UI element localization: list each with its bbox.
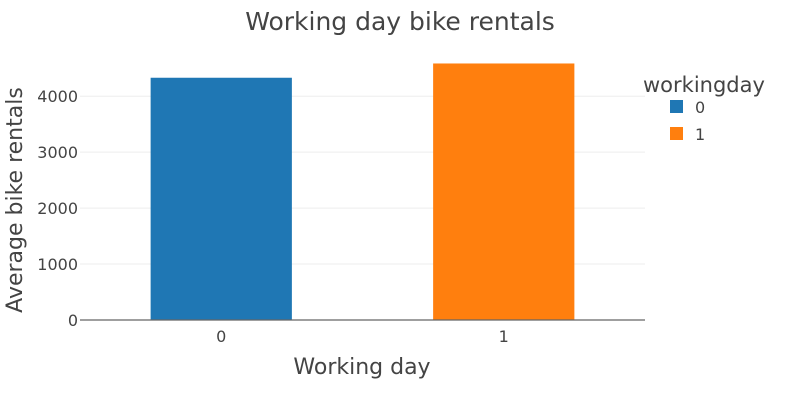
x-axis-title: Working day xyxy=(293,355,430,380)
bar-0[interactable] xyxy=(150,77,292,320)
legend-title: workingday xyxy=(643,73,765,97)
x-tick-label: 1 xyxy=(499,327,509,346)
y-tick-label: 3000 xyxy=(37,143,78,162)
y-tick-label: 1000 xyxy=(37,255,78,274)
y-tick-label: 0 xyxy=(68,311,78,330)
y-tick-label: 2000 xyxy=(37,199,78,218)
legend-label: 0 xyxy=(695,98,705,117)
x-tick-label: 0 xyxy=(216,327,226,346)
bars xyxy=(150,63,575,320)
chart-title: Working day bike rentals xyxy=(245,7,555,36)
legend-swatch-0[interactable] xyxy=(670,100,683,113)
y-axis-title: Average bike rentals xyxy=(3,87,28,313)
y-tick-labels: 0 1000 2000 3000 4000 xyxy=(37,87,78,330)
legend-label: 1 xyxy=(695,125,705,144)
bar-1[interactable] xyxy=(433,63,575,320)
y-tick-label: 4000 xyxy=(37,87,78,106)
legend: workingday 0 1 xyxy=(643,73,765,144)
legend-swatch-1[interactable] xyxy=(670,127,683,140)
